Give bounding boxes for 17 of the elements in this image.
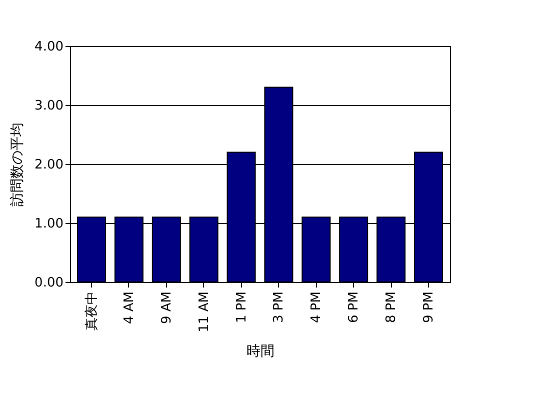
y-tick-label: 0.00 [34, 276, 64, 290]
x-tick-label: 3 PM [272, 292, 287, 323]
x-tick-label: 8 PM [384, 292, 400, 323]
x-tick-label: 9 PM [421, 292, 436, 323]
x-tick-label: 11 AM [196, 292, 212, 332]
x-tick-label: 真夜中 [84, 292, 100, 330]
y-tick-label: 2.00 [34, 158, 64, 172]
y-axis-title: 訪問数の平均 [10, 122, 26, 206]
y-tick-label: 4.00 [34, 40, 64, 54]
x-tick-label: 6 PM [346, 292, 362, 323]
y-tick-label: 1.00 [34, 216, 64, 232]
x-tick-label: 9 AM [159, 292, 174, 324]
x-tick-label: 4 AM [122, 292, 137, 324]
x-tick-label: 1 PM [234, 292, 250, 323]
x-axis-title: 時間 [246, 343, 274, 360]
x-tick-label: 4 PM [309, 292, 324, 323]
y-tick-label: 3.00 [34, 98, 64, 114]
